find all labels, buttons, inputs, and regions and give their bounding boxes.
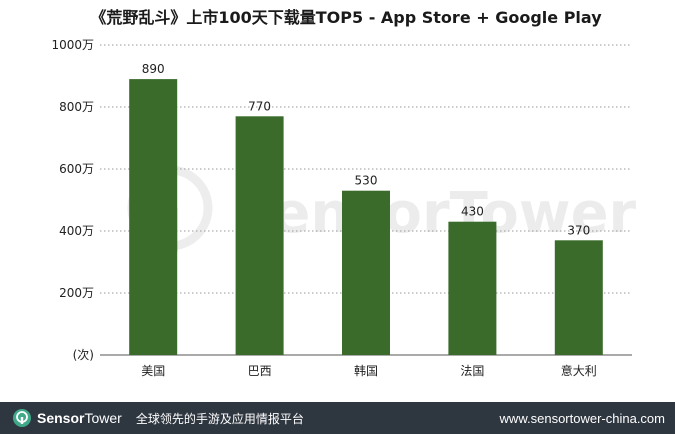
y-tick-label: 200万 — [59, 286, 94, 300]
x-category-label: 意大利 — [561, 363, 597, 378]
x-category-label: 法国 — [460, 364, 484, 378]
y-tick-label: 600万 — [59, 162, 94, 176]
sensortower-watermark: SensorTower — [127, 165, 637, 252]
y-tick-label: 800万 — [59, 100, 94, 114]
sensortower-logo: Sensor Tower — [12, 408, 122, 428]
x-category-label: 巴西 — [248, 364, 272, 378]
bar — [342, 190, 390, 355]
chart-title: 《荒野乱斗》上市100天下载量TOP5 - App Store + Google… — [90, 8, 602, 27]
data-label: 770 — [248, 99, 271, 113]
x-category-label: 韩国 — [354, 363, 378, 378]
y-tick-label: (次) — [73, 348, 94, 362]
y-tick-label: 400万 — [59, 224, 94, 238]
bar — [129, 79, 178, 355]
x-category-label: 美国 — [141, 364, 165, 378]
data-label: 890 — [142, 62, 165, 76]
bar — [235, 116, 284, 355]
brand-name-sensor: Sensor — [37, 410, 85, 426]
y-tick-label: 1000万 — [51, 38, 94, 52]
data-label: 530 — [355, 174, 378, 188]
footer-tagline: 全球领先的手游及应用情报平台 — [135, 411, 304, 426]
data-label: 370 — [567, 223, 590, 237]
bar-chart: SensorTower 《荒野乱斗》上市100天下载量TOP5 - App St… — [51, 8, 637, 378]
brand-name-tower: Tower — [84, 410, 122, 426]
data-label: 430 — [461, 205, 484, 219]
bar — [554, 240, 603, 355]
bar — [448, 221, 497, 355]
sensortower-logo-icon — [13, 409, 31, 427]
footer-bar: Sensor Tower 全球领先的手游及应用情报平台 www.sensortow… — [0, 402, 675, 434]
watermark-text: SensorTower — [232, 181, 637, 246]
footer-url: www.sensortower-china.com — [499, 410, 665, 426]
